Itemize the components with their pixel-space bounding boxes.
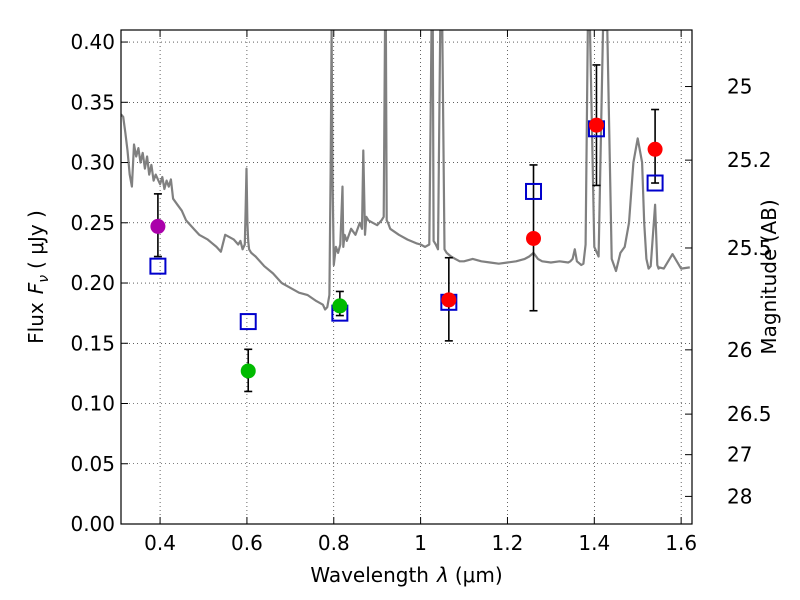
model-square-marker [646,174,664,192]
mag-tick-label: 26 [727,338,752,362]
y-tick-label: 0.40 [70,30,115,54]
mag-tick-label: 25.5 [727,236,772,260]
y-tick-label: 0.25 [70,211,115,235]
x-axis-symbol: λ [436,563,449,587]
y2-axis-title: Magnitude (AB) [757,199,781,354]
x-tick-label: 0.8 [318,531,350,555]
data-markers [149,117,664,379]
mag-tick-label: 27 [727,443,752,467]
tick-labels: 0.4 0.6 0.8 1 1.2 1.4 1.6 0.00 0.05 0.10 0.15 0.20 0… [70,30,771,555]
mag-tick-label: 28 [727,484,752,508]
mag-tick-label: 26.5 [727,402,772,426]
y-tick-label: 0.00 [70,512,115,536]
x-axis-unit: (μm) [455,563,503,587]
observed-point-marker [588,117,604,133]
template-spectrum-group [121,30,690,311]
y-axis-title: Flux Fν ( μJy ) [24,210,52,344]
observed-point-marker [647,141,663,157]
y-axis-symbol: F [24,282,48,294]
observed-point-marker [150,218,166,234]
y-tick-label: 0.20 [70,271,115,295]
axis-ticks [121,30,692,525]
template-spectrum-line [121,30,690,311]
x-axis-title-text: Wavelength [310,563,429,587]
y-axis-unit: ( μJy ) [24,210,48,269]
y-tick-label: 0.05 [70,452,115,476]
plot-frame [120,29,693,525]
x-tick-label: 1 [414,531,427,555]
x-tick-label: 1.2 [492,531,524,555]
plot-area [121,30,692,524]
y-tick-label: 0.15 [70,331,115,355]
x-tick-label: 0.6 [231,531,263,555]
y-axis-title-text: Flux [24,302,48,344]
x-axis-title: Wavelength λ (μm) [310,563,502,587]
model-square-marker [525,182,543,200]
y-axis-subscript: ν [36,275,52,283]
x-tick-label: 0.4 [144,531,176,555]
x-tick-label: 1.6 [665,531,697,555]
model-square-marker [149,257,167,275]
mag-tick-label: 25.2 [727,148,772,172]
observed-point-marker [526,230,542,246]
observed-point-marker [441,292,457,308]
model-square-marker [239,313,257,331]
x-tick-label: 1.4 [578,531,610,555]
y-tick-label: 0.30 [70,151,115,175]
observed-point-marker [240,363,256,379]
y-tick-label: 0.35 [70,90,115,114]
observed-point-marker [332,298,348,314]
y-tick-label: 0.10 [70,392,115,416]
mag-tick-label: 25 [727,75,752,99]
